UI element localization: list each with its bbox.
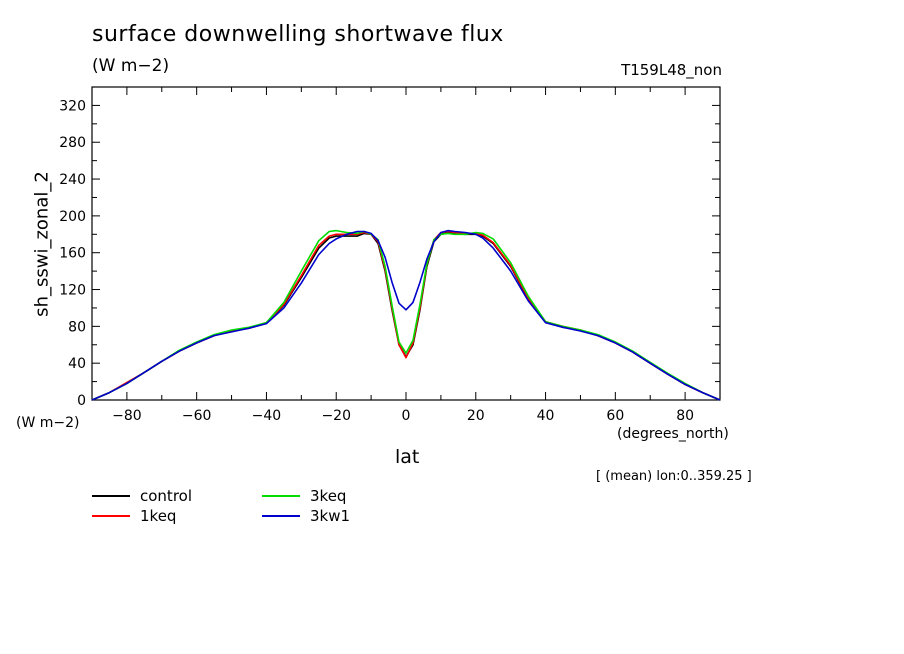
y-tick-label: 160 [59, 246, 86, 262]
averaging-note: [ (mean) lon:0..359.25 ] [596, 469, 752, 484]
run-label: T159L48_non [621, 61, 722, 79]
chart-units: (W m−2) [92, 56, 170, 76]
legend-swatch [92, 515, 130, 517]
x-tick-label: −20 [321, 408, 351, 424]
x-tick-label: 80 [676, 408, 694, 424]
legend-label: 3kw1 [310, 507, 351, 525]
chart-title: surface downwelling shortwave flux [92, 22, 504, 47]
y-tick-label: 40 [68, 356, 86, 372]
y-tick-label: 0 [77, 393, 86, 409]
y-tick-label: 120 [59, 283, 86, 299]
y-tick-label: 240 [59, 172, 86, 188]
y-tick-label: 80 [68, 319, 86, 335]
legend-label: 3keq [310, 487, 347, 505]
series-line-3kw1 [91, 229, 721, 401]
legend-item-control: control [92, 487, 192, 505]
x-axis-label: lat [395, 446, 420, 468]
legend-item-1keq: 1keq [92, 507, 176, 525]
legend-item-3kw1: 3kw1 [262, 507, 350, 525]
x-tick-label: −40 [252, 408, 282, 424]
x-tick-label: −80 [112, 408, 142, 424]
series-line-control [91, 231, 721, 401]
legend-item-3keq: 3keq [262, 487, 346, 505]
legend-swatch [92, 495, 130, 497]
series-line-3keq [91, 229, 721, 401]
x-axis-units: (degrees_north) [617, 426, 729, 442]
legend-label: 1keq [140, 507, 177, 525]
y-tick-label: 280 [59, 135, 86, 151]
x-tick-label: 20 [467, 408, 485, 424]
y-tick-label: 200 [59, 209, 86, 225]
x-tick-label: 0 [402, 408, 411, 424]
series-line-1keq [91, 230, 721, 401]
y-tick-label: 320 [59, 98, 86, 114]
x-tick-label: 60 [606, 408, 624, 424]
legend-swatch [262, 515, 300, 517]
legend-label: control [140, 487, 192, 505]
x-tick-label: −60 [182, 408, 212, 424]
x-tick-label: 40 [537, 408, 555, 424]
y-axis-units: (W m−2) [16, 415, 80, 431]
legend-swatch [262, 495, 300, 497]
